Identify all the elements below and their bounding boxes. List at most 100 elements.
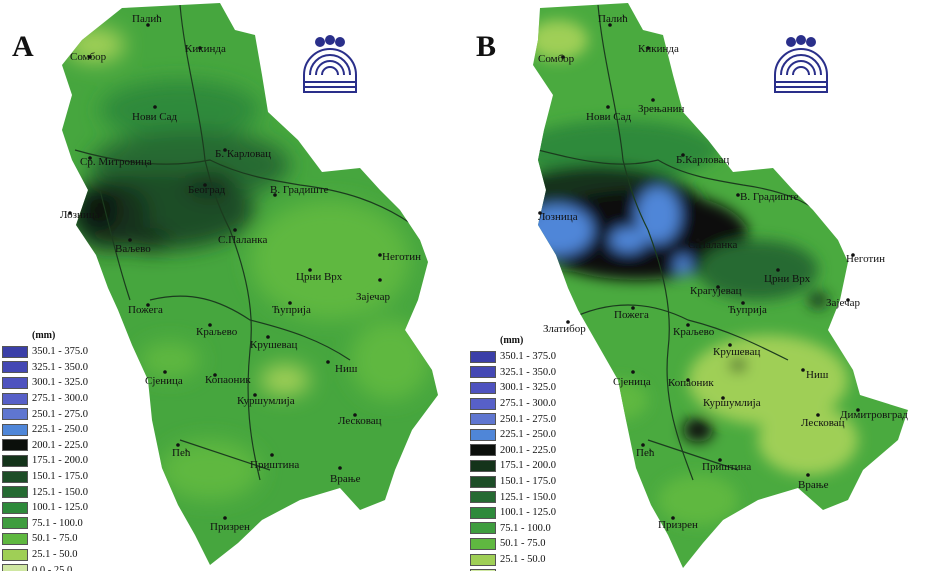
legend-row: 0.0 - 25.0 — [2, 562, 88, 571]
city-markers-a — [68, 23, 382, 520]
legend-b: (mm) 350.1 - 375.0 325.1 - 350.0 300.1 - 3… — [470, 335, 556, 571]
city-label: Приштина — [250, 459, 299, 471]
city-label: Зајечар — [826, 297, 860, 309]
city-labels-a: Палић Кикинда Сомбор Нови Сад Ср. Митров… — [60, 13, 421, 533]
city-label: Кикинда — [185, 43, 226, 55]
city-label: Сомбор — [70, 51, 107, 63]
city-label: Краљево — [673, 326, 715, 338]
legend-range-label: 225.1 - 250.0 — [500, 429, 556, 441]
legend-swatch — [470, 397, 496, 410]
city-label: Пећ — [636, 447, 655, 459]
city-label: Лозница — [60, 209, 100, 221]
legend-swatch — [2, 564, 28, 571]
legend-swatch — [2, 361, 28, 374]
legend-row: 200.1 - 225.0 — [470, 443, 556, 459]
legend-range-label: 100.1 - 125.0 — [500, 507, 556, 519]
legend-swatch — [2, 470, 28, 483]
city-label: Златибор — [543, 323, 586, 335]
city-label: Димитровград — [840, 409, 908, 421]
city-label: Призрен — [658, 519, 698, 531]
legend-range-label: 50.1 - 75.0 — [32, 533, 78, 545]
map-a: Палић Кикинда Сомбор Нови Сад Ср. Митров… — [60, 3, 438, 565]
legend-row: 125.1 - 150.0 — [470, 489, 556, 505]
legend-row: 125.1 - 150.0 — [2, 484, 88, 500]
city-label: Неготин — [382, 251, 421, 263]
legend-row: 175.1 - 200.0 — [2, 453, 88, 469]
city-label: Куршумлија — [237, 395, 295, 407]
legend-swatch — [2, 454, 28, 467]
city-label: Сјеница — [613, 376, 651, 388]
city-label: Кикинда — [638, 43, 679, 55]
map-panel-b: Палић Кикинда Сомбор Нови Сад Зрењанин Б… — [468, 0, 936, 571]
legend-swatch — [2, 532, 28, 545]
city-label: Палић — [132, 13, 162, 25]
legend-row: 300.1 - 325.0 — [470, 380, 556, 396]
city-label: С.Паланка — [218, 234, 267, 246]
legend-swatch — [2, 439, 28, 452]
city-label: Нови Сад — [586, 111, 631, 123]
legend-swatch — [470, 428, 496, 441]
legend-range-label: 250.1 - 275.0 — [32, 408, 88, 420]
legend-range-label: 125.1 - 150.0 — [500, 491, 556, 503]
legend-row: 225.1 - 250.0 — [2, 422, 88, 438]
city-label: Ниш — [335, 363, 358, 375]
city-label: Крагујевац — [690, 285, 742, 297]
city-label: Црни Врх — [296, 271, 343, 283]
legend-row: 175.1 - 200.0 — [470, 458, 556, 474]
city-label: Крушевац — [713, 346, 760, 358]
legend-swatch — [470, 522, 496, 535]
legend-swatch — [2, 408, 28, 421]
legend-range-label: 25.1 - 50.0 — [500, 554, 546, 566]
panel-label-a: A — [12, 30, 34, 63]
legend-range-label: 350.1 - 375.0 — [32, 346, 88, 358]
legend-row: 350.1 - 375.0 — [2, 344, 88, 360]
legend-swatch — [2, 392, 28, 405]
legend-range-label: 300.1 - 325.0 — [32, 377, 88, 389]
city-label: Палић — [598, 13, 628, 25]
legend-row: 100.1 - 125.0 — [2, 500, 88, 516]
city-label: Пећ — [172, 447, 191, 459]
legend-row: 250.1 - 275.0 — [2, 406, 88, 422]
institute-logo-b — [774, 35, 828, 93]
legend-row: 225.1 - 250.0 — [470, 427, 556, 443]
legend-range-label: 275.1 - 300.0 — [500, 398, 556, 410]
city-label: Ваљево — [115, 243, 151, 255]
legend-range-label: 125.1 - 150.0 — [32, 486, 88, 498]
legend-row: 250.1 - 275.0 — [470, 411, 556, 427]
city-label: Куршумлија — [703, 397, 761, 409]
city-label: Ћуприја — [272, 304, 311, 316]
legend-row: 25.1 - 50.0 — [470, 552, 556, 568]
legend-range-label: 275.1 - 300.0 — [32, 393, 88, 405]
city-label: В. Градиште — [740, 191, 799, 203]
city-label: Б.Карловац — [676, 154, 729, 166]
legend-range-label: 0.0 - 25.0 — [500, 570, 540, 571]
city-label: Зајечар — [356, 291, 390, 303]
panel-label-b: B — [476, 30, 497, 63]
city-label: Копаоник — [205, 374, 251, 386]
institute-logo-a — [303, 35, 357, 93]
legend-range-label: 325.1 - 350.0 — [500, 366, 556, 378]
legend-range-label: 50.1 - 75.0 — [500, 538, 546, 550]
city-label: Неготин — [846, 253, 885, 265]
legend-range-label: 150.1 - 175.0 — [500, 476, 556, 488]
legend-swatch — [2, 423, 28, 436]
legend-row: 325.1 - 350.0 — [2, 360, 88, 376]
legend-row: 75.1 - 100.0 — [2, 516, 88, 532]
legend-row: 275.1 - 300.0 — [2, 391, 88, 407]
legend-swatch — [470, 381, 496, 394]
city-label: Пожега — [128, 304, 163, 316]
legend-row: 300.1 - 325.0 — [2, 375, 88, 391]
legend-swatch — [2, 501, 28, 514]
legend-row: 200.1 - 225.0 — [2, 438, 88, 454]
city-label: Приштина — [702, 461, 751, 473]
legend-swatch — [470, 350, 496, 363]
legend-range-label: 225.1 - 250.0 — [32, 424, 88, 436]
legend-range-label: 200.1 - 225.0 — [500, 444, 556, 456]
city-label: Лесковац — [801, 417, 845, 429]
map-b: Палић Кикинда Сомбор Нови Сад Зрењанин Б… — [533, 3, 908, 568]
city-label: С.Паланка — [688, 239, 737, 251]
legend-unit: (mm) — [500, 335, 524, 346]
legend-row: 50.1 - 75.0 — [470, 536, 556, 552]
legend-range-label: 350.1 - 375.0 — [500, 351, 556, 363]
legend-swatch — [2, 486, 28, 499]
